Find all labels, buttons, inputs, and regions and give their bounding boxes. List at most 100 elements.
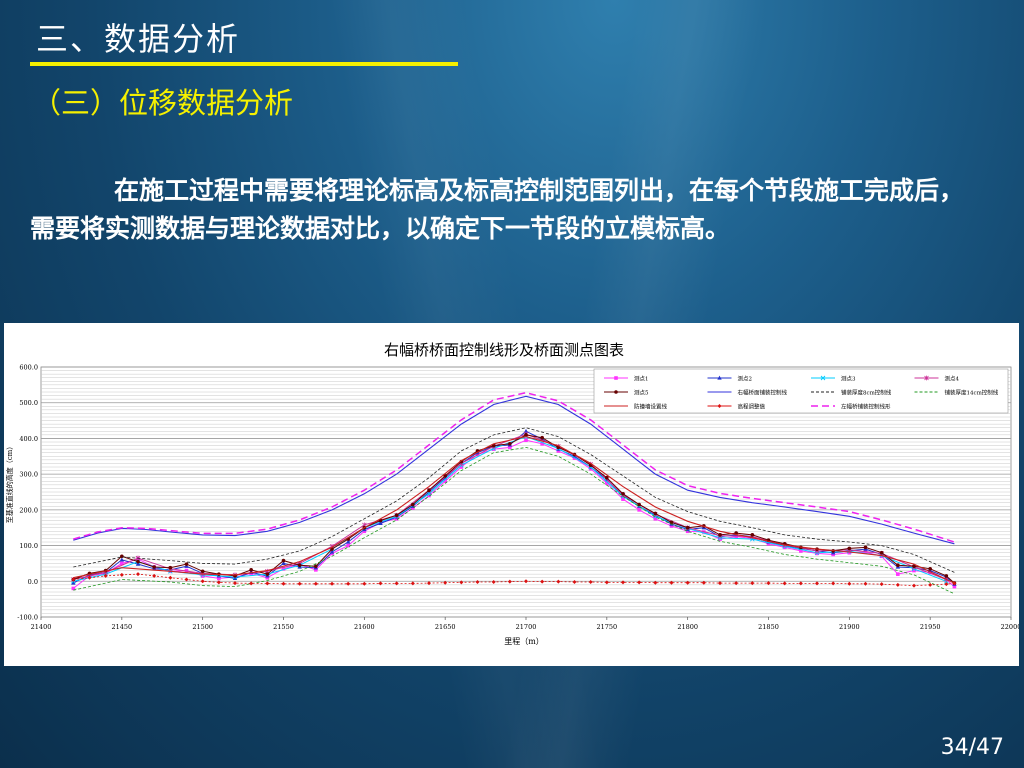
data-point-marker bbox=[653, 580, 658, 585]
y-tick-label: 200.0 bbox=[19, 506, 38, 514]
data-point-marker bbox=[750, 533, 755, 537]
data-point-marker bbox=[540, 441, 544, 446]
data-point-marker bbox=[734, 534, 738, 539]
data-point-marker bbox=[411, 506, 415, 510]
data-point-marker bbox=[524, 438, 528, 443]
series-6 bbox=[73, 395, 955, 545]
data-point-marker bbox=[313, 581, 318, 586]
data-point-marker bbox=[265, 575, 270, 580]
data-point-marker bbox=[329, 549, 335, 554]
data-point-marker bbox=[217, 576, 221, 581]
x-tick-label: 21550 bbox=[273, 623, 294, 631]
chart-title: 右幅桥桥面控制线形及桥面测点图表 bbox=[384, 341, 624, 359]
data-point-marker bbox=[443, 580, 448, 585]
data-point-marker bbox=[135, 561, 141, 566]
legend-entry: 测点3 bbox=[811, 374, 856, 382]
data-point-marker bbox=[952, 584, 957, 589]
data-point-marker bbox=[459, 465, 464, 469]
x-tick-label: 21700 bbox=[516, 623, 537, 631]
data-point-marker bbox=[605, 475, 609, 480]
data-point-marker bbox=[524, 579, 528, 584]
series-11 bbox=[73, 391, 955, 543]
series-line bbox=[73, 436, 955, 584]
data-point-marker bbox=[782, 581, 787, 586]
data-point-marker bbox=[427, 488, 431, 493]
data-point-marker bbox=[766, 541, 771, 546]
legend-entry: 铺装厚度8cm控制线 bbox=[811, 388, 892, 396]
legend-label: 测点1 bbox=[634, 374, 649, 382]
y-tick-label: 100.0 bbox=[19, 542, 38, 550]
data-point-marker bbox=[718, 537, 722, 541]
data-point-marker bbox=[944, 582, 949, 587]
data-point-marker bbox=[523, 428, 529, 433]
x-tick-label: 22000 bbox=[1001, 623, 1019, 631]
data-point-marker bbox=[232, 576, 238, 581]
data-point-marker bbox=[847, 546, 852, 551]
data-point-marker bbox=[346, 543, 350, 548]
legend-label: 右幅桥面铺装控制线 bbox=[738, 388, 788, 396]
page-number: 34/47 bbox=[940, 735, 1004, 760]
x-tick-label: 21650 bbox=[435, 623, 456, 631]
data-point-marker bbox=[281, 581, 286, 586]
data-point-marker bbox=[120, 561, 124, 566]
data-point-marker bbox=[540, 435, 544, 440]
data-point-marker bbox=[265, 581, 270, 586]
data-point-marker bbox=[637, 580, 642, 585]
y-tick-label: -100.0 bbox=[17, 614, 38, 622]
data-point-marker bbox=[912, 564, 916, 569]
data-point-marker bbox=[685, 525, 690, 530]
data-point-marker bbox=[896, 563, 900, 568]
data-point-marker bbox=[411, 502, 415, 507]
legend-label: 防撞墙设置线 bbox=[634, 402, 668, 410]
legend-entry: 测点1 bbox=[604, 374, 649, 382]
y-tick-label: 400.0 bbox=[19, 435, 38, 443]
y-axis-label: 至基准直线的高度（cm） bbox=[5, 443, 14, 524]
data-point-marker bbox=[184, 577, 189, 582]
chart-legend: 测点1 测点2 测点3 测点4 测点5 右幅桥面铺装控制线 铺装厚度8cm控制线 铺装厚度14… bbox=[593, 368, 1009, 414]
x-tick-label: 21500 bbox=[192, 623, 213, 631]
data-point-marker bbox=[87, 575, 92, 580]
data-point-marker bbox=[669, 580, 674, 585]
data-point-marker bbox=[394, 581, 399, 586]
body-paragraph: 在施工过程中需要将理论标高及标高控制范围列出，在每个节段施工完成后，需要将实测数… bbox=[30, 176, 965, 243]
data-point-marker bbox=[136, 559, 140, 564]
data-point-marker bbox=[459, 580, 464, 585]
data-point-marker bbox=[378, 581, 383, 586]
data-point-marker bbox=[507, 579, 512, 584]
x-tick-label: 21900 bbox=[839, 623, 860, 631]
data-point-marker bbox=[346, 581, 351, 586]
legend-entry: 铺装厚度14cm控制线 bbox=[914, 388, 999, 396]
legend-label: 测点3 bbox=[841, 374, 856, 382]
data-point-marker bbox=[71, 577, 76, 582]
x-tick-label: 21800 bbox=[677, 623, 698, 631]
data-point-marker bbox=[621, 580, 625, 585]
data-point-marker bbox=[314, 564, 318, 569]
data-point-marker bbox=[249, 581, 254, 586]
data-point-marker bbox=[928, 566, 932, 571]
data-point-marker bbox=[637, 502, 641, 507]
data-point-marker bbox=[233, 581, 237, 586]
data-point-marker bbox=[572, 580, 577, 584]
legend-label: 测点4 bbox=[945, 374, 960, 382]
data-point-marker bbox=[928, 582, 933, 587]
data-point-marker bbox=[136, 572, 140, 577]
title-underline bbox=[30, 62, 458, 66]
data-point-marker bbox=[621, 491, 625, 496]
legend-entry: 左幅桥铺装控制线形 bbox=[811, 402, 891, 410]
x-tick-label: 21950 bbox=[920, 623, 941, 631]
data-point-marker bbox=[734, 581, 739, 586]
section-title: 三、数据分析 bbox=[36, 20, 241, 58]
data-point-marker bbox=[588, 466, 593, 471]
data-point-marker bbox=[168, 565, 173, 570]
y-tick-label: 500.0 bbox=[19, 399, 38, 407]
series-1 bbox=[71, 438, 957, 591]
data-point-marker bbox=[71, 580, 76, 585]
data-point-marker bbox=[718, 533, 722, 537]
data-point-marker bbox=[443, 479, 447, 484]
data-point-marker bbox=[815, 581, 819, 586]
data-point-marker bbox=[200, 579, 205, 584]
legend-label: 左幅桥铺装控制线形 bbox=[841, 402, 891, 410]
data-point-marker bbox=[588, 580, 593, 584]
data-point-marker bbox=[345, 539, 351, 544]
legend-label: 铺装厚度8cm控制线 bbox=[841, 388, 892, 396]
